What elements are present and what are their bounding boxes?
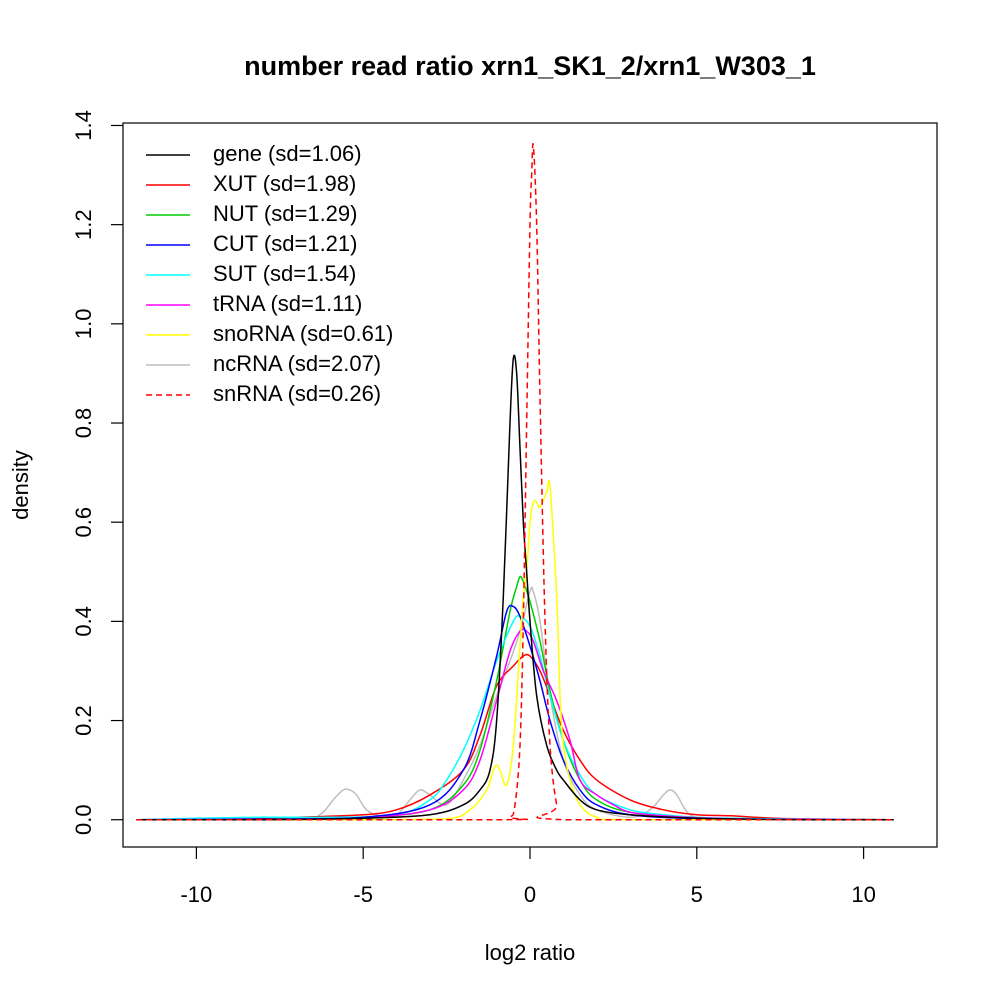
x-axis: -10 -5 0 5 10: [180, 847, 876, 907]
chart-title: number read ratio xrn1_SK1_2/xrn1_W303_1: [244, 51, 816, 81]
x-axis-label: log2 ratio: [485, 940, 576, 965]
y-axis: 0.0 0.2 0.4 0.6 0.8 1.0 1.2 1.4: [71, 110, 123, 835]
legend-label: CUT (sd=1.21): [213, 231, 357, 256]
y-tick-label: 0.8: [71, 408, 96, 439]
x-tick-label: -10: [180, 882, 212, 907]
series-layer: [136, 142, 894, 821]
legend-label: tRNA (sd=1.11): [213, 291, 362, 316]
series-line-snrna: [136, 142, 894, 821]
series-line-snorna: [136, 479, 894, 821]
y-tick-label: 0.0: [71, 804, 96, 835]
legend: gene (sd=1.06) XUT (sd=1.98) NUT (sd=1.29)…: [146, 141, 393, 406]
y-tick-label: 0.4: [71, 606, 96, 637]
y-tick-label: 0.6: [71, 507, 96, 538]
series-line-trna: [136, 628, 894, 821]
series-line-xut: [136, 653, 894, 821]
x-tick-label: 10: [851, 882, 875, 907]
x-tick-label: 5: [691, 882, 703, 907]
series-line-gene: [136, 354, 894, 821]
legend-label: snoRNA (sd=0.61): [213, 321, 393, 346]
y-tick-label: 1.2: [71, 209, 96, 240]
legend-label: gene (sd=1.06): [213, 141, 362, 166]
series-line-ncrna: [136, 586, 894, 821]
y-tick-label: 1.4: [71, 110, 96, 141]
legend-label: SUT (sd=1.54): [213, 261, 356, 286]
legend-label: ncRNA (sd=2.07): [213, 351, 381, 376]
legend-label: snRNA (sd=0.26): [213, 381, 381, 406]
y-axis-label: density: [8, 450, 33, 520]
legend-label: NUT (sd=1.29): [213, 201, 357, 226]
y-tick-label: 1.0: [71, 309, 96, 340]
x-tick-label: 0: [524, 882, 536, 907]
legend-label: XUT (sd=1.98): [213, 171, 356, 196]
y-tick-label: 0.2: [71, 705, 96, 736]
series-line-nut: [136, 575, 894, 821]
x-tick-label: -5: [353, 882, 373, 907]
